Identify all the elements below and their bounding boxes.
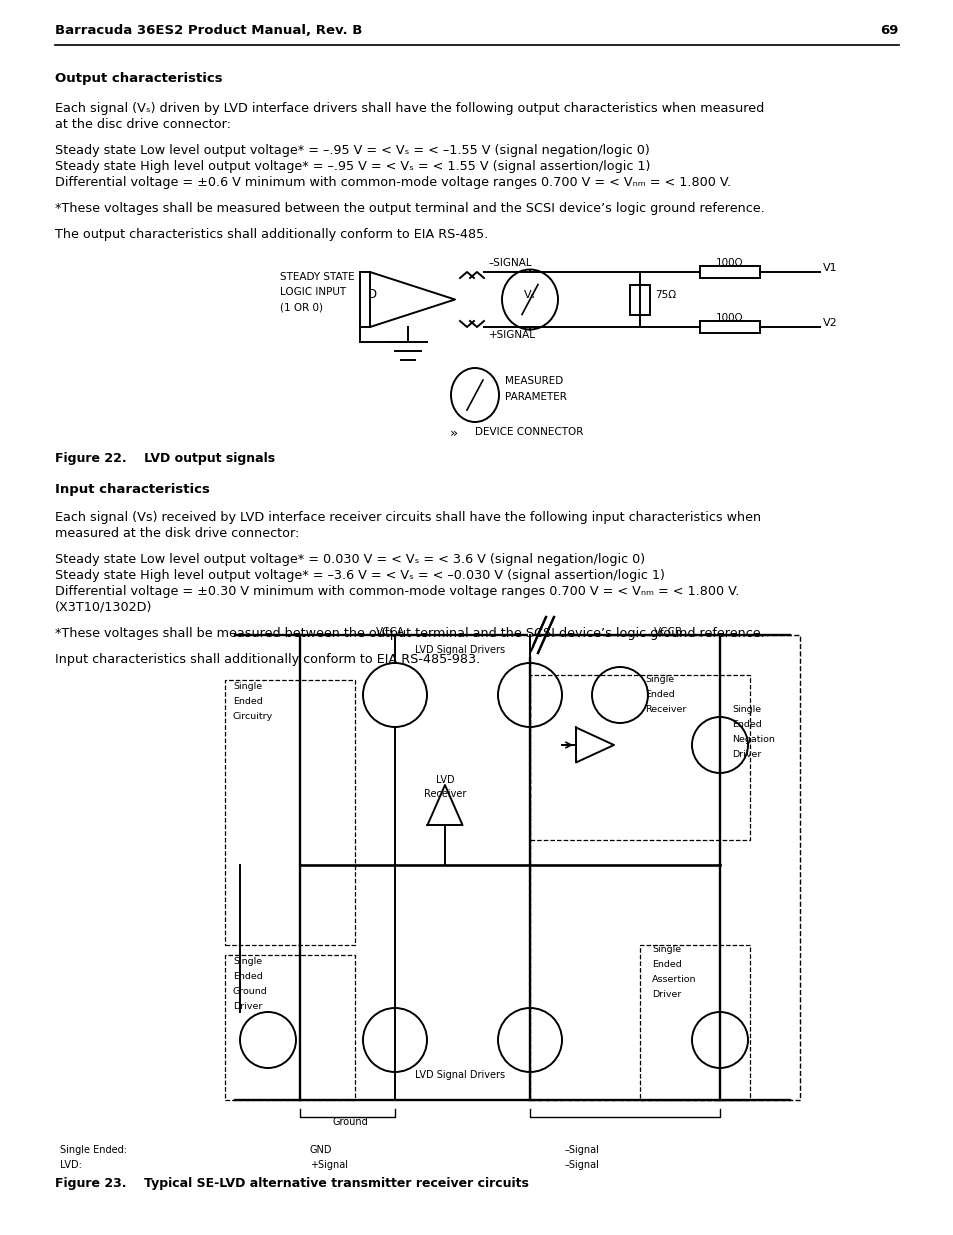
Text: Ended: Ended — [651, 960, 681, 969]
Text: Barracuda 36ES2 Product Manual, Rev. B: Barracuda 36ES2 Product Manual, Rev. B — [55, 23, 362, 37]
Text: Ended: Ended — [233, 972, 262, 981]
Text: LVD:: LVD: — [60, 1160, 82, 1170]
Text: Figure 22.    LVD output signals: Figure 22. LVD output signals — [55, 452, 275, 466]
Text: Ended: Ended — [731, 720, 760, 729]
Text: LVD Signal Drivers: LVD Signal Drivers — [415, 1070, 504, 1079]
Text: The output characteristics shall additionally conform to EIA RS-485.: The output characteristics shall additio… — [55, 228, 488, 241]
Text: Ground: Ground — [332, 1116, 368, 1128]
Text: LVD: LVD — [436, 776, 454, 785]
Text: D: D — [368, 288, 376, 301]
Text: Input characteristics shall additionally conform to EIA RS-485-983.: Input characteristics shall additionally… — [55, 653, 480, 666]
Text: VCCA: VCCA — [375, 627, 404, 637]
Text: Single: Single — [233, 957, 262, 966]
Text: measured at the disk drive connector:: measured at the disk drive connector: — [55, 527, 299, 540]
Text: »: » — [450, 427, 457, 440]
Text: –SIGNAL: –SIGNAL — [489, 258, 532, 268]
Text: MEASURED: MEASURED — [504, 375, 562, 387]
Text: 100Ω: 100Ω — [716, 312, 743, 324]
Text: Single: Single — [651, 945, 680, 953]
Text: (X3T10/1302D): (X3T10/1302D) — [55, 601, 152, 614]
Text: Output characteristics: Output characteristics — [55, 72, 223, 85]
Text: Steady state Low level output voltage* = 0.030 V = < Vₛ = < 3.6 V (signal negati: Steady state Low level output voltage* =… — [55, 553, 645, 566]
Text: (1 OR 0): (1 OR 0) — [280, 303, 323, 312]
Text: –Signal: –Signal — [564, 1160, 599, 1170]
Text: Single: Single — [644, 676, 674, 684]
Text: Differential voltage = ±0.6 V minimum with common-mode voltage ranges 0.700 V = : Differential voltage = ±0.6 V minimum wi… — [55, 177, 731, 189]
Text: *These voltages shall be measured between the output terminal and the SCSI devic: *These voltages shall be measured betwee… — [55, 203, 764, 215]
Text: Receiver: Receiver — [644, 705, 685, 714]
Text: V1: V1 — [822, 263, 837, 273]
Text: 100Ω: 100Ω — [716, 258, 743, 268]
Text: STEADY STATE: STEADY STATE — [280, 272, 355, 282]
Text: Each signal (Vs) received by LVD interface receiver circuits shall have the foll: Each signal (Vs) received by LVD interfa… — [55, 511, 760, 524]
Text: Vₛ: Vₛ — [523, 289, 536, 300]
Bar — [629, 284, 649, 315]
Text: Receiver: Receiver — [423, 789, 466, 799]
Text: Figure 23.    Typical SE-LVD alternative transmitter receiver circuits: Figure 23. Typical SE-LVD alternative tr… — [55, 1177, 529, 1191]
Text: Steady state High level output voltage* = –.95 V = < Vₛ = < 1.55 V (signal asser: Steady state High level output voltage* … — [55, 161, 650, 173]
Bar — [700, 321, 760, 333]
Text: GND: GND — [310, 1145, 333, 1155]
Text: Driver: Driver — [731, 750, 760, 760]
Text: V2: V2 — [822, 317, 837, 329]
Text: Differential voltage = ±0.30 V minimum with common-mode voltage ranges 0.700 V =: Differential voltage = ±0.30 V minimum w… — [55, 585, 739, 598]
Bar — [700, 266, 760, 278]
Text: Single: Single — [233, 682, 262, 692]
Text: +SIGNAL: +SIGNAL — [489, 330, 536, 340]
Text: Driver: Driver — [233, 1002, 262, 1011]
Text: –Signal: –Signal — [564, 1145, 599, 1155]
Text: +Signal: +Signal — [310, 1160, 348, 1170]
Text: Steady state Low level output voltage* = –.95 V = < Vₛ = < –1.55 V (signal negat: Steady state Low level output voltage* =… — [55, 144, 649, 157]
Text: Steady state High level output voltage* = –3.6 V = < Vₛ = < –0.030 V (signal ass: Steady state High level output voltage* … — [55, 569, 664, 582]
Text: Circuitry: Circuitry — [233, 713, 273, 721]
Text: 69: 69 — [880, 23, 898, 37]
Text: at the disc drive connector:: at the disc drive connector: — [55, 119, 231, 131]
Text: Ground: Ground — [233, 987, 268, 995]
Text: PARAMETER: PARAMETER — [504, 391, 566, 403]
Text: DEVICE CONNECTOR: DEVICE CONNECTOR — [475, 427, 583, 437]
Text: Driver: Driver — [651, 990, 680, 999]
Text: Negation: Negation — [731, 735, 774, 743]
Text: Ended: Ended — [644, 690, 674, 699]
Text: LOGIC INPUT: LOGIC INPUT — [280, 287, 346, 296]
Text: LVD Signal Drivers: LVD Signal Drivers — [415, 645, 504, 655]
Text: Input characteristics: Input characteristics — [55, 483, 210, 496]
Text: VCCB: VCCB — [653, 627, 681, 637]
Text: Ended: Ended — [233, 697, 262, 706]
Text: 75Ω: 75Ω — [655, 289, 676, 300]
Text: *These voltages shall be measured between the output terminal and the SCSI devic: *These voltages shall be measured betwee… — [55, 627, 764, 640]
Text: Single: Single — [731, 705, 760, 714]
Text: Single Ended:: Single Ended: — [60, 1145, 127, 1155]
Text: Assertion: Assertion — [651, 974, 696, 984]
Text: Each signal (Vₛ) driven by LVD interface drivers shall have the following output: Each signal (Vₛ) driven by LVD interface… — [55, 103, 763, 115]
